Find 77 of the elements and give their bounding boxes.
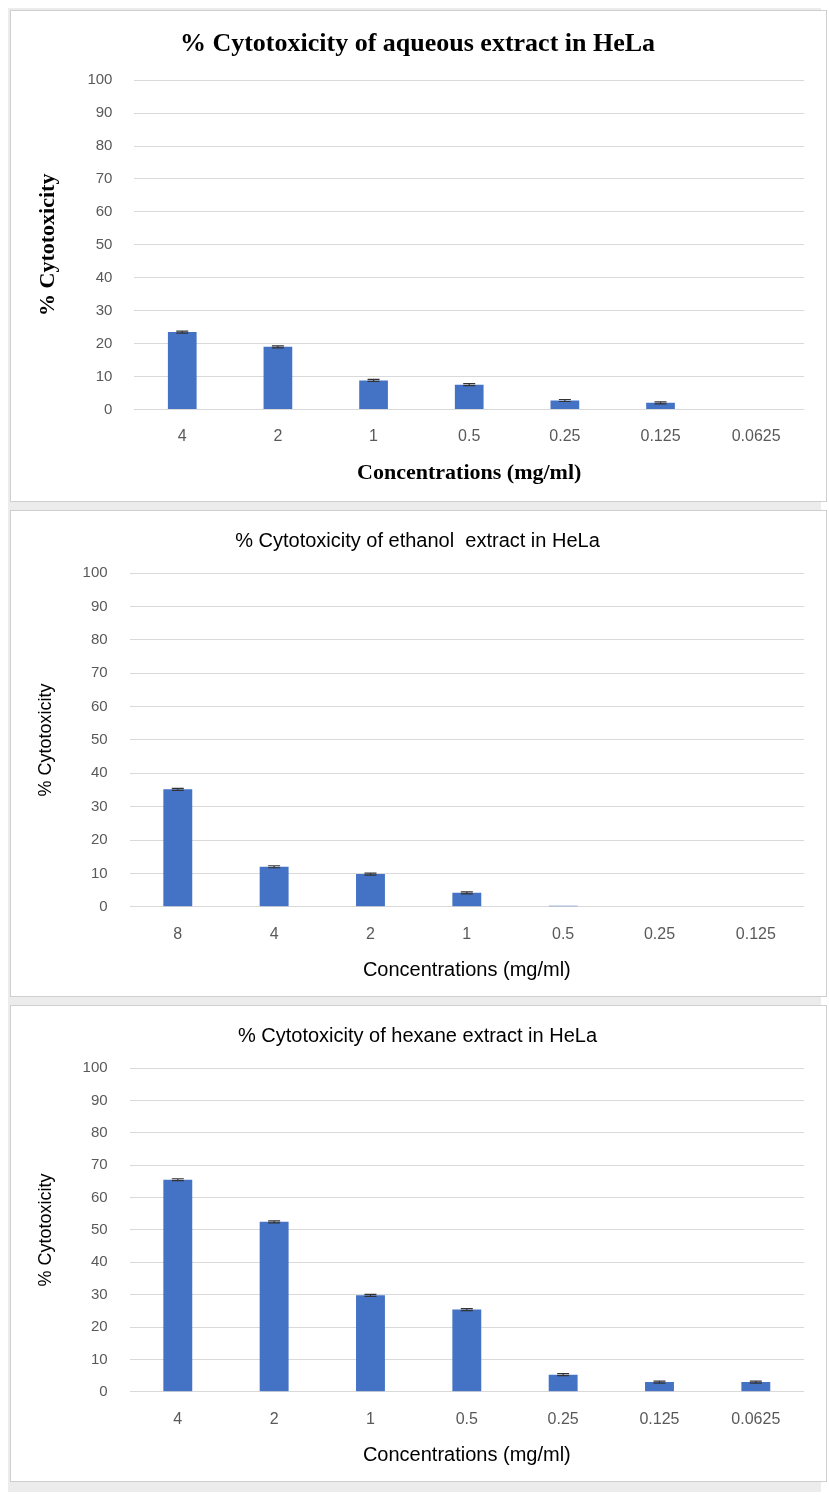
bar <box>646 402 675 409</box>
y-tick-label: 30 <box>90 1284 108 1302</box>
y-tick-label: 0 <box>99 1381 108 1399</box>
x-tick-label: 4 <box>177 427 187 445</box>
x-tick-label: 0.5 <box>458 427 481 445</box>
y-tick-label: 0 <box>104 399 113 417</box>
y-tick-label: 90 <box>90 1090 108 1108</box>
chart-title: % Cytotoxicity of hexane extract in HeLa <box>237 1023 598 1046</box>
y-tick-label: 0 <box>99 896 108 914</box>
y-tick-label: 20 <box>90 830 108 848</box>
bar <box>454 384 484 409</box>
y-tick-label: 50 <box>95 234 113 252</box>
y-tick-label: 90 <box>90 596 108 614</box>
x-axis-title: Concentrations (mg/ml) <box>362 1442 571 1465</box>
bar <box>259 1221 289 1392</box>
y-tick-label: 100 <box>82 1058 108 1076</box>
bar <box>259 866 289 907</box>
y-tick-label: 30 <box>90 796 108 814</box>
y-tick-label: 70 <box>90 1155 108 1173</box>
y-tick-label: 60 <box>90 1187 108 1205</box>
x-tick-label: 2 <box>269 1409 279 1427</box>
y-tick-label: 30 <box>95 300 113 318</box>
x-tick-label: 0.25 <box>549 427 581 445</box>
x-tick-label: 0.5 <box>455 1409 479 1427</box>
bar <box>452 892 482 907</box>
x-tick-label: 0.25 <box>643 924 676 942</box>
x-tick-label: 4 <box>173 1409 183 1427</box>
x-tick-label: 0.125 <box>640 427 681 445</box>
bar <box>548 1374 578 1392</box>
x-tick-label: 0.0625 <box>731 427 781 445</box>
y-tick-label: 40 <box>90 1252 108 1270</box>
x-tick-label: 2 <box>273 427 283 445</box>
bar <box>452 1309 482 1392</box>
x-tick-label: 1 <box>366 1409 376 1427</box>
bar <box>167 332 197 409</box>
y-tick-label: 100 <box>87 70 113 88</box>
x-tick-label: 0.125 <box>639 1409 680 1427</box>
y-tick-label: 40 <box>90 763 108 781</box>
y-axis-title: % Cytotoxicity <box>34 683 55 797</box>
x-tick-label: 0.125 <box>735 924 776 942</box>
y-tick-label: 70 <box>95 169 113 187</box>
bar <box>356 1295 385 1392</box>
x-tick-label: 0.5 <box>552 924 575 942</box>
x-tick-label: 0.25 <box>547 1409 579 1427</box>
bar <box>263 346 293 409</box>
y-tick-label: 20 <box>95 333 113 351</box>
y-axis-title: % Cytotoxicity <box>33 173 59 316</box>
y-tick-label: 20 <box>90 1317 108 1335</box>
x-axis-title: Concentrations (mg/ml) <box>357 459 582 485</box>
bar <box>163 1179 193 1392</box>
y-tick-label: 100 <box>82 563 108 581</box>
x-tick-label: 4 <box>269 924 279 942</box>
y-tick-label: 60 <box>90 696 108 714</box>
y-tick-label: 40 <box>95 267 113 285</box>
y-tick-label: 90 <box>95 103 113 121</box>
x-tick-label: 1 <box>369 427 379 445</box>
x-axis-title: Concentrations (mg/ml) <box>362 957 571 980</box>
x-tick-label: 2 <box>366 924 376 942</box>
y-tick-label: 60 <box>95 202 113 220</box>
y-tick-label: 70 <box>90 663 108 681</box>
y-tick-label: 50 <box>90 1220 108 1238</box>
y-tick-label: 10 <box>90 863 108 881</box>
chart-title: % Cytotoxicity of aqueous extract in HeLa <box>179 28 656 58</box>
y-tick-label: 10 <box>90 1349 108 1367</box>
y-tick-label: 80 <box>90 629 108 647</box>
y-tick-label: 80 <box>90 1122 108 1140</box>
x-tick-label: 1 <box>462 924 472 942</box>
y-tick-label: 10 <box>95 366 113 384</box>
bar <box>359 380 388 409</box>
chart-title: % Cytotoxicity of ethanol extract in HeLa <box>235 528 601 551</box>
y-tick-label: 80 <box>95 136 113 154</box>
bar <box>163 789 193 907</box>
y-axis-title: % Cytotoxicity <box>34 1173 55 1287</box>
y-tick-label: 50 <box>90 730 108 748</box>
bar <box>356 874 385 907</box>
x-tick-label: 0.0625 <box>731 1409 781 1427</box>
x-tick-label: 8 <box>173 924 183 942</box>
